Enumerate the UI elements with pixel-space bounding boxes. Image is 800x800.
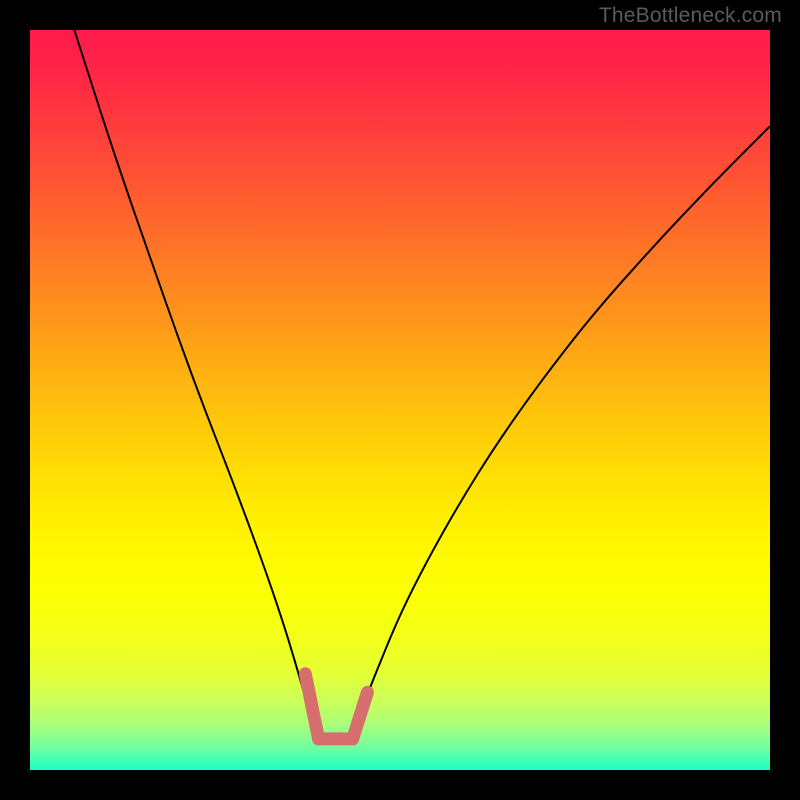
gradient-background [30, 30, 770, 770]
plot-svg [30, 30, 770, 770]
plot-area [30, 30, 770, 770]
watermark-text: TheBottleneck.com [599, 4, 782, 28]
chart-frame: TheBottleneck.com [0, 0, 800, 800]
